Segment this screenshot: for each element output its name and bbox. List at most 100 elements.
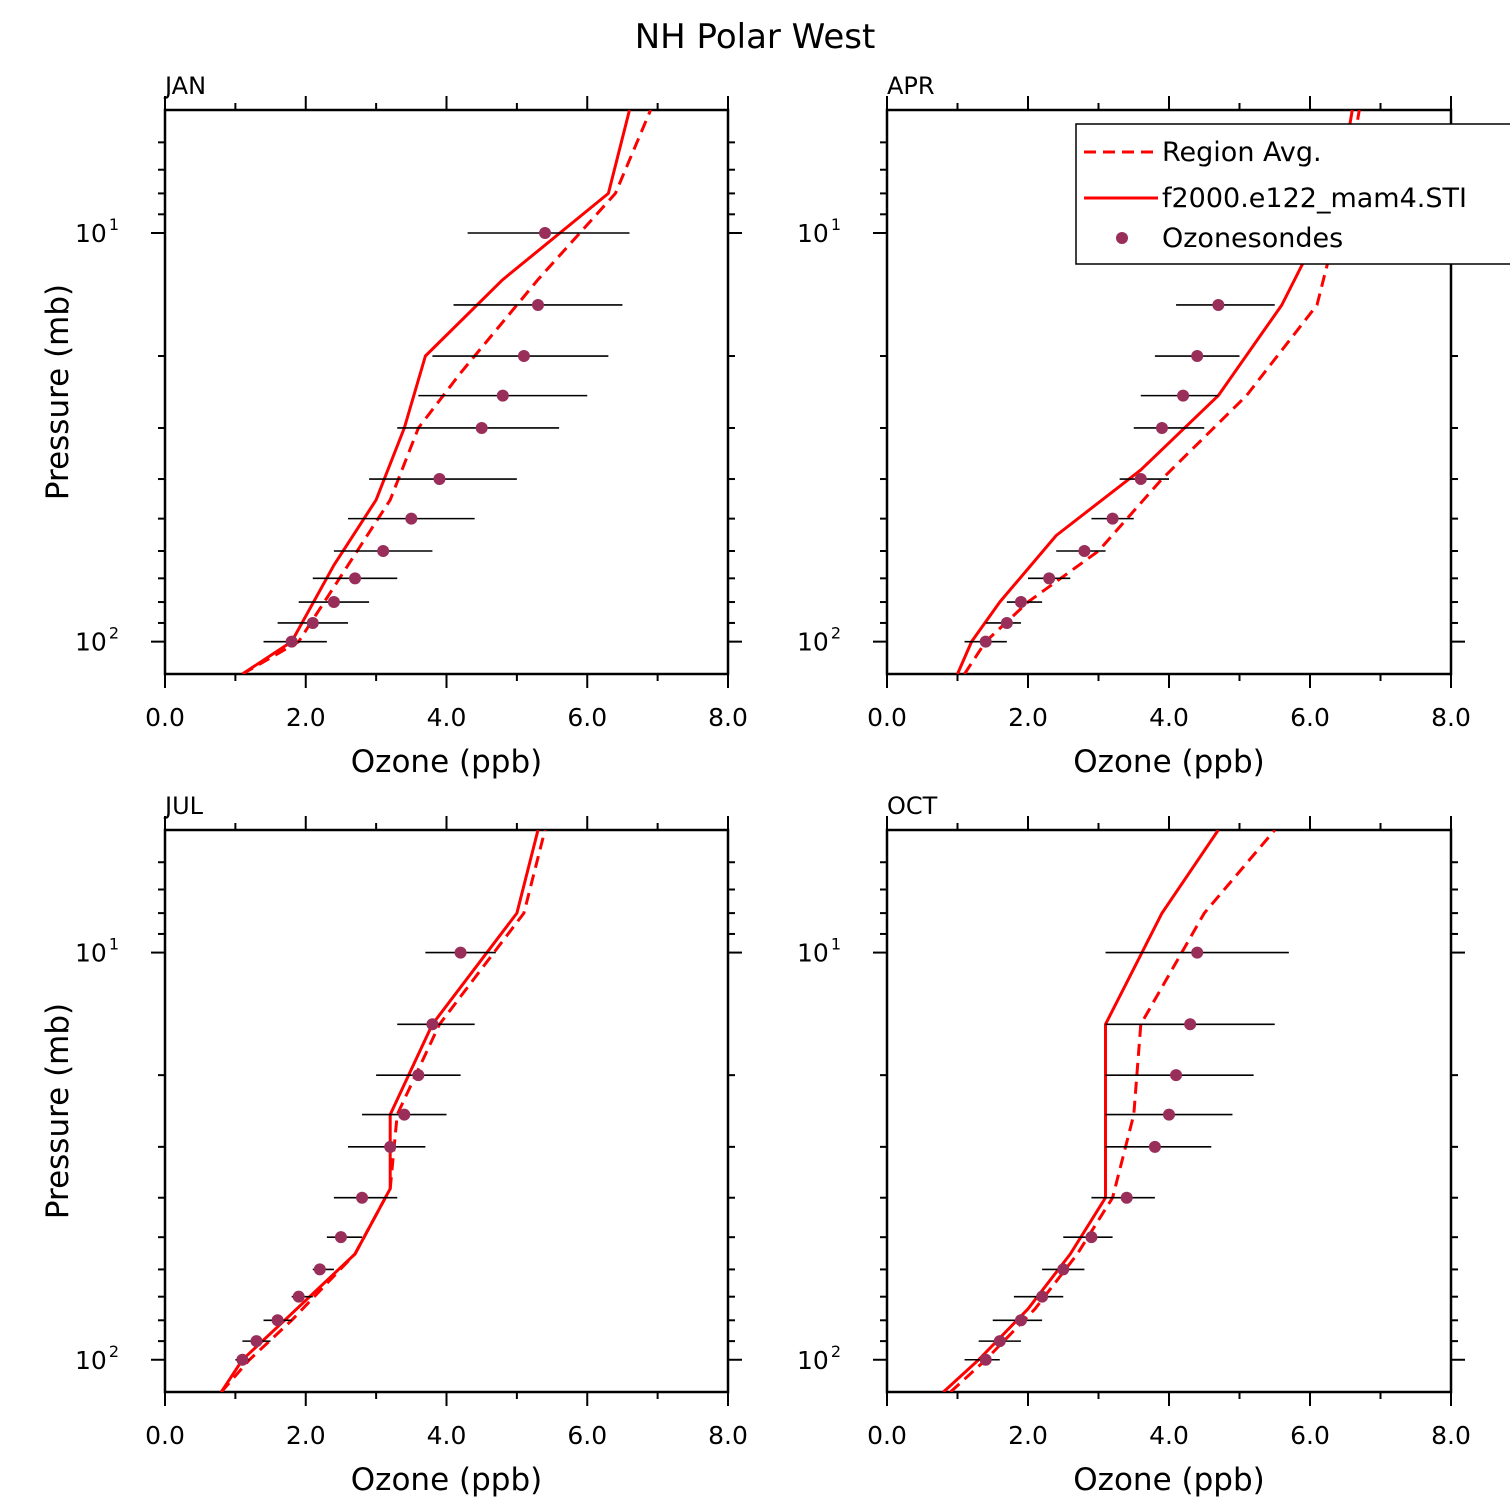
obs-point [412, 1069, 425, 1082]
y-tick-label: 10 1 [75, 935, 119, 968]
obs-point [1191, 350, 1204, 363]
obs-point [398, 1108, 411, 1121]
x-tick-label: 8.0 [708, 703, 748, 732]
x-tick-label: 6.0 [567, 1421, 607, 1450]
obs-point [236, 1353, 249, 1366]
obs-point [979, 1353, 992, 1366]
y-tick-base: 10 [75, 1346, 107, 1375]
x-tick-label: 8.0 [708, 1421, 748, 1450]
x-tick-label: 6.0 [1290, 1421, 1330, 1450]
obs-point [1078, 544, 1091, 557]
y-tick-label: 10 2 [75, 624, 119, 657]
y-tick-exponent: 1 [831, 935, 841, 954]
x-tick-label: 8.0 [1431, 1421, 1471, 1450]
region-avg-line [220, 830, 547, 1392]
obs-point [426, 1018, 439, 1031]
x-tick-label: 0.0 [867, 703, 907, 732]
y-tick-base: 10 [75, 628, 107, 657]
region-avg-line [241, 110, 652, 674]
plot-frame [163, 828, 730, 1394]
x-tick-label: 4.0 [427, 1421, 467, 1450]
obs-point [1057, 1263, 1070, 1276]
obs-point [285, 635, 298, 648]
obs-point [1014, 596, 1027, 609]
y-tick-base: 10 [797, 628, 829, 657]
legend-swatch-marker [1116, 232, 1128, 244]
plot-area [942, 830, 1289, 1392]
plot-area [241, 110, 652, 687]
region-avg-line [949, 830, 1276, 1392]
x-tick-label: 0.0 [145, 703, 185, 732]
obs-point [433, 473, 446, 486]
legend-label: Region Avg. [1162, 137, 1322, 168]
x-tick-label: 4.0 [1149, 703, 1189, 732]
obs-point [215, 1393, 227, 1405]
y-tick-base: 10 [75, 939, 107, 968]
obs-point [1177, 389, 1190, 402]
x-tick-label: 2.0 [1008, 703, 1048, 732]
x-tick-label: 2.0 [286, 703, 326, 732]
obs-point [271, 1314, 284, 1327]
x-tick-label: 8.0 [1431, 703, 1471, 732]
obs-point [384, 1140, 397, 1153]
y-tick-label: 10 1 [75, 215, 119, 248]
legend-label: Ozonesondes [1162, 223, 1343, 254]
legend-box [1075, 123, 1510, 265]
obs-point [258, 675, 270, 687]
obs-point [306, 616, 319, 629]
x-axis-label: Ozone (ppb) [1073, 744, 1264, 780]
panel-title: JAN [163, 72, 206, 100]
obs-point [959, 675, 971, 687]
obs-point [1106, 512, 1119, 525]
y-tick-exponent: 2 [109, 624, 119, 643]
y-tick-exponent: 1 [109, 935, 119, 954]
obs-point [334, 1231, 347, 1244]
x-tick-label: 2.0 [286, 1421, 326, 1450]
y-tick-base: 10 [797, 939, 829, 968]
y-tick-exponent: 1 [831, 215, 841, 234]
model-line [942, 830, 1220, 1392]
obs-point [1120, 1191, 1133, 1204]
obs-point [979, 635, 992, 648]
obs-point [531, 298, 544, 311]
y-axis-label: Pressure (mb) [40, 1003, 76, 1219]
obs-point [1036, 1290, 1049, 1303]
legend-label: f2000.e122_mam4.STI [1162, 183, 1467, 214]
obs-point [377, 544, 390, 557]
obs-point [349, 572, 362, 585]
obs-point [1085, 1231, 1098, 1244]
y-tick-label: 10 1 [797, 215, 841, 248]
obs-point [313, 1263, 326, 1276]
obs-point [1043, 572, 1056, 585]
plot-area [215, 830, 547, 1405]
y-tick-base: 10 [75, 219, 107, 248]
obs-point [356, 1191, 369, 1204]
y-tick-exponent: 2 [831, 1342, 841, 1361]
y-tick-label: 10 2 [75, 1342, 119, 1375]
obs-point [993, 1335, 1006, 1348]
obs-point [327, 596, 340, 609]
legend: Region Avg. f2000.e122_mam4.STI Ozonesonde… [1075, 123, 1510, 265]
x-tick-label: 0.0 [145, 1421, 185, 1450]
x-axis-label: Ozone (ppb) [351, 1462, 542, 1498]
y-tick-exponent: 2 [831, 624, 841, 643]
obs-point [1155, 421, 1168, 434]
model-line [220, 830, 540, 1392]
panel-title: JUL [163, 792, 204, 820]
obs-point [1191, 946, 1204, 959]
obs-point [475, 421, 488, 434]
obs-point [1000, 616, 1013, 629]
y-tick-label: 10 2 [797, 1342, 841, 1375]
x-axis-label: Ozone (ppb) [1073, 1462, 1264, 1498]
obs-point [250, 1335, 263, 1348]
y-tick-label: 10 1 [797, 935, 841, 968]
obs-point [1014, 1314, 1027, 1327]
y-tick-base: 10 [797, 1346, 829, 1375]
x-axis-label: Ozone (ppb) [351, 744, 542, 780]
obs-point [405, 512, 418, 525]
x-tick-label: 6.0 [567, 703, 607, 732]
